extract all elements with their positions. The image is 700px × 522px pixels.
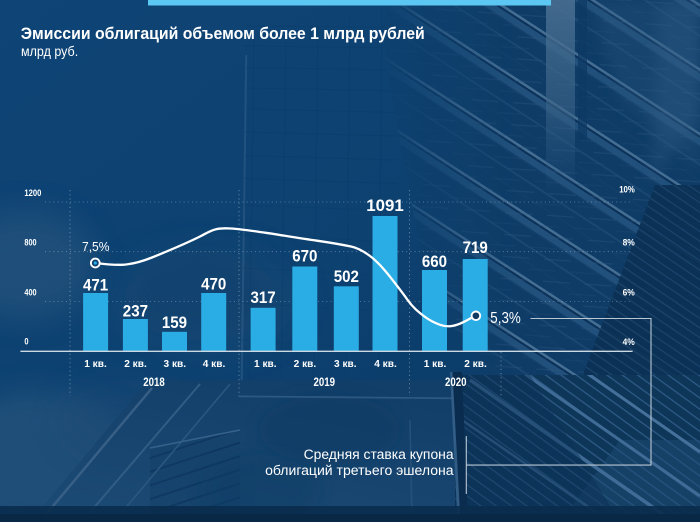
svg-text:502: 502: [334, 267, 359, 286]
svg-text:1 кв.: 1 кв.: [84, 358, 107, 370]
svg-text:800: 800: [24, 238, 36, 248]
svg-text:237: 237: [123, 302, 148, 321]
svg-text:7,5%: 7,5%: [82, 239, 110, 254]
svg-text:471: 471: [83, 276, 108, 295]
svg-text:3 кв.: 3 кв.: [334, 358, 357, 370]
svg-text:2 кв.: 2 кв.: [294, 358, 317, 370]
svg-text:670: 670: [292, 246, 317, 265]
svg-text:Средняя ставка купона: Средняя ставка купона: [304, 447, 455, 462]
svg-text:719: 719: [463, 238, 488, 257]
svg-text:1200: 1200: [24, 188, 41, 198]
svg-text:5,3%: 5,3%: [490, 310, 521, 327]
svg-text:8%: 8%: [623, 238, 635, 248]
svg-text:4 кв.: 4 кв.: [374, 358, 397, 370]
svg-text:2018: 2018: [143, 377, 165, 389]
svg-text:1091: 1091: [366, 196, 404, 215]
svg-text:660: 660: [422, 252, 447, 271]
svg-text:млрд руб.: млрд руб.: [21, 43, 78, 59]
svg-text:1 кв.: 1 кв.: [424, 358, 447, 370]
svg-text:159: 159: [162, 313, 187, 332]
svg-text:облигаций третьего эшелона: облигаций третьего эшелона: [265, 463, 454, 478]
svg-text:6%: 6%: [623, 287, 635, 297]
svg-text:317: 317: [251, 288, 276, 307]
svg-text:4 кв.: 4 кв.: [203, 358, 226, 370]
svg-text:2020: 2020: [445, 377, 467, 389]
svg-text:2019: 2019: [314, 377, 336, 389]
svg-text:0: 0: [24, 337, 28, 347]
svg-text:1 кв.: 1 кв.: [254, 358, 277, 370]
svg-text:4%: 4%: [623, 337, 635, 347]
svg-text:470: 470: [201, 275, 226, 294]
svg-text:10%: 10%: [619, 185, 635, 195]
svg-text:400: 400: [24, 287, 36, 297]
svg-text:Эмиссии облигаций объемом боле: Эмиссии облигаций объемом более 1 млрд р…: [21, 24, 425, 43]
svg-text:2 кв.: 2 кв.: [124, 358, 147, 370]
svg-text:2 кв.: 2 кв.: [464, 358, 487, 370]
svg-text:3 кв.: 3 кв.: [164, 358, 187, 370]
